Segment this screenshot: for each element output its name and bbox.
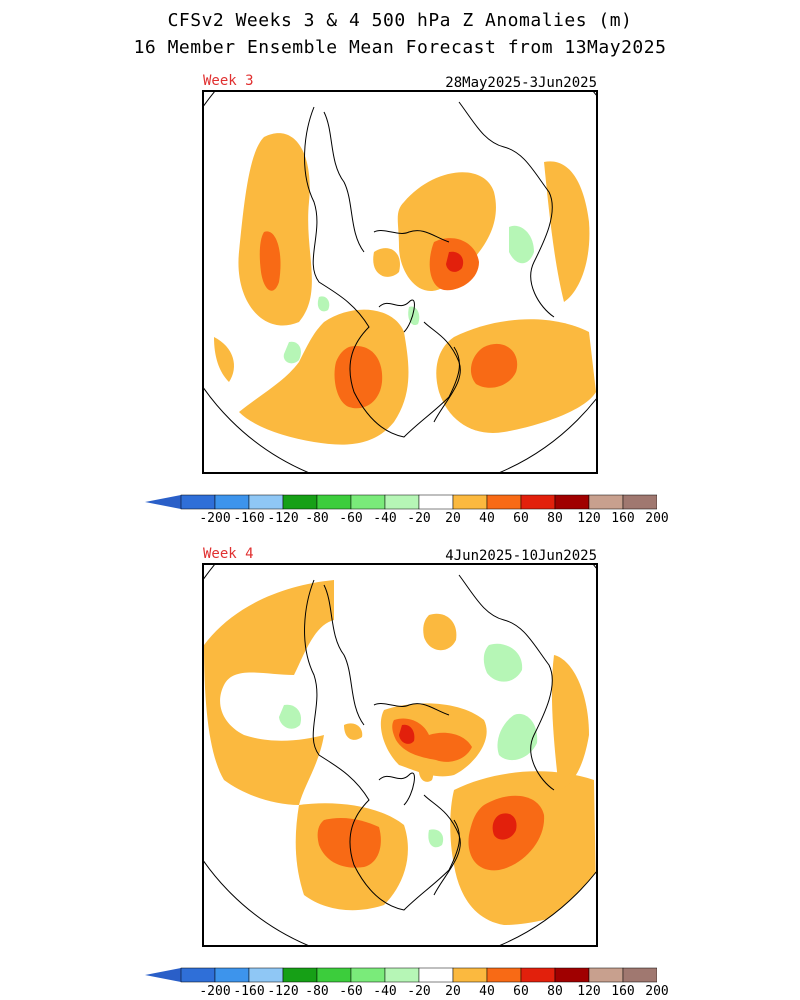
colorbar-swatch (486, 494, 522, 510)
colorbar-tick-label: 40 (479, 984, 495, 999)
colorbar-swatch (180, 494, 216, 510)
colorbar-swatch (622, 494, 658, 510)
colorbar-swatch (316, 494, 352, 510)
anomaly-region (238, 133, 312, 326)
anomaly-region (497, 713, 538, 761)
colorbar-swatch (282, 494, 318, 510)
colorbar-tick-label: -80 (305, 511, 329, 526)
coastlines (304, 574, 555, 911)
week4-anomaly-map (204, 565, 596, 945)
colorbar-tick-label: 120 (577, 511, 601, 526)
colorbar-swatch (350, 494, 386, 510)
coastlines (304, 101, 555, 438)
colorbar-2: -200 -160 -120 -80 -60 -40 -20 20 40 60 80 120 160 20… (145, 966, 693, 1000)
colorbar-swatch (316, 967, 352, 983)
colorbar-tick-label: 200 (645, 984, 669, 999)
colorbar-swatch (282, 967, 318, 983)
colorbar-tick-label: 20 (445, 511, 461, 526)
anomaly-region (428, 829, 444, 848)
anomaly-region (239, 309, 409, 445)
anomaly-region (317, 817, 381, 868)
anomaly-region (551, 655, 589, 790)
anomaly-region (344, 723, 363, 740)
colorbar-tick-label: -200 (199, 511, 231, 526)
colorbar-tick-label: 160 (611, 511, 635, 526)
anomaly-region (492, 813, 517, 840)
colorbar-tick-label: -40 (373, 984, 397, 999)
colorbar-tick-label: 60 (513, 984, 529, 999)
anomaly-region (436, 319, 596, 433)
colorbar-swatch (452, 967, 488, 983)
colorbar-swatch (180, 967, 216, 983)
colorbar-tick-label: -80 (305, 984, 329, 999)
anomaly-region (279, 704, 302, 729)
colorbar-tick-label: 160 (611, 984, 635, 999)
anomaly-region (399, 724, 415, 744)
colorbar-tick-label: 200 (645, 511, 669, 526)
colorbar-swatch (588, 494, 624, 510)
colorbar-swatch (520, 494, 556, 510)
anomaly-region (283, 341, 301, 364)
colorbar-swatch (384, 494, 420, 510)
anomaly-region (317, 296, 330, 312)
colorbar-tick-label: -40 (373, 511, 397, 526)
colorbar-swatch (486, 967, 522, 983)
colorbar-swatch (214, 967, 250, 983)
colorbar-swatch (214, 494, 250, 510)
anomaly-region (509, 225, 534, 264)
colorbar-tick-label: 80 (547, 984, 563, 999)
colorbar-tick-label: 80 (547, 511, 563, 526)
colorbar-swatch (554, 967, 590, 983)
anomaly-region (483, 643, 523, 682)
colorbar-tick-label: -20 (407, 984, 431, 999)
anomaly-region (423, 613, 457, 651)
colorbar-swatch (588, 967, 624, 983)
colorbar-tick-label: -200 (199, 984, 231, 999)
colorbar-swatch (452, 494, 488, 510)
colorbar-swatch (520, 967, 556, 983)
colorbar-swatch (350, 967, 386, 983)
colorbar-swatches (145, 967, 693, 983)
anomaly-region (334, 346, 383, 409)
colorbar-swatch (418, 494, 454, 510)
week3-date-range: 28May2025-3Jun2025 (445, 75, 597, 91)
week3-anomaly-map (204, 92, 596, 472)
week3-label: Week 3 (203, 73, 254, 89)
anomaly-region (204, 580, 334, 805)
colorbar-1: -200 -160 -120 -80 -60 -40 -20 20 40 60 80 120 160 20… (145, 493, 693, 527)
colorbar-swatch (248, 494, 284, 510)
anomaly-region (259, 231, 281, 291)
colorbar-tick-label: 40 (479, 511, 495, 526)
anomaly-region (544, 161, 590, 302)
week4-label: Week 4 (203, 546, 254, 562)
week4-date-range: 4Jun2025-10Jun2025 (445, 548, 597, 564)
colorbar-swatch (384, 967, 420, 983)
chart-subtitle: 16 Member Ensemble Mean Forecast from 13… (133, 37, 667, 58)
colorbar-swatches (145, 494, 693, 510)
anomaly-region (470, 343, 518, 388)
colorbar-tick-label: -120 (267, 984, 299, 999)
anomaly-region (446, 251, 464, 272)
week4-map-panel (202, 563, 598, 947)
anomaly-region (214, 337, 234, 382)
anomaly-region (373, 248, 400, 277)
colorbar-swatch (248, 967, 284, 983)
colorbar-low-arrow (145, 968, 181, 982)
colorbar-tick-label: 20 (445, 984, 461, 999)
colorbar-tick-label: -20 (407, 511, 431, 526)
colorbar-swatch (554, 494, 590, 510)
week3-map-panel (202, 90, 598, 474)
colorbar-tick-label: -160 (233, 511, 265, 526)
colorbar-tick-label: 60 (513, 511, 529, 526)
chart-title: CFSv2 Weeks 3 & 4 500 hPa Z Anomalies (m… (167, 10, 633, 31)
colorbar-tick-label: -60 (339, 984, 363, 999)
anomaly-region (418, 764, 434, 782)
colorbar-swatch (418, 967, 454, 983)
colorbar-tick-label: 120 (577, 984, 601, 999)
colorbar-swatch (622, 967, 658, 983)
colorbar-tick-label: -160 (233, 984, 265, 999)
colorbar-tick-label: -60 (339, 511, 363, 526)
colorbar-low-arrow (145, 495, 181, 509)
colorbar-tick-label: -120 (267, 511, 299, 526)
